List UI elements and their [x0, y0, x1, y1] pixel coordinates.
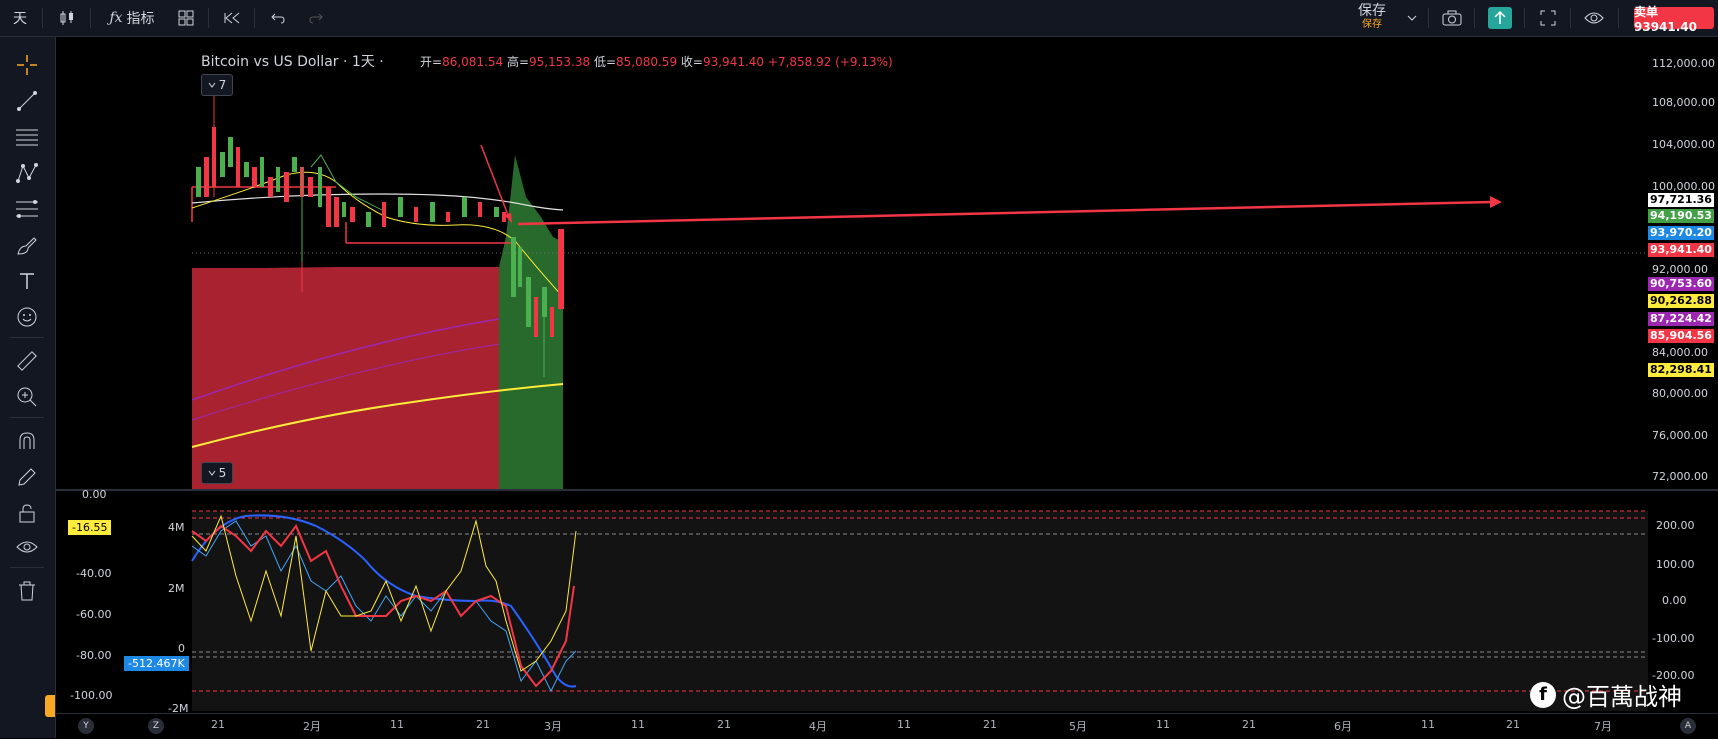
- emoji-icon[interactable]: [12, 303, 42, 331]
- oscillator-chart[interactable]: [56, 491, 1648, 713]
- time-tick-label: 21: [476, 718, 490, 731]
- time-tick-label: 21: [211, 718, 225, 731]
- time-tick-label: 11: [631, 718, 645, 731]
- price-label-tag: 82,298.41: [1648, 363, 1714, 377]
- hide-drawings-eye-icon[interactable]: [12, 533, 42, 561]
- fib-retracement-icon[interactable]: [12, 195, 42, 223]
- price-label-tag: 87,224.42: [1648, 312, 1714, 326]
- time-tick-label: 6月: [1334, 720, 1352, 733]
- save-label: 保存: [1358, 3, 1386, 19]
- pattern-icon[interactable]: [12, 159, 42, 187]
- trash-icon[interactable]: [12, 577, 42, 605]
- time-axis[interactable]: [56, 713, 1718, 739]
- price-label-tag: 93,941.40: [1648, 243, 1714, 257]
- horizontal-lines-icon[interactable]: [12, 123, 42, 151]
- time-tick-label: 7月: [1594, 720, 1612, 733]
- time-tick-label: 11: [1156, 718, 1170, 731]
- price-label-tag: 93,970.20: [1648, 226, 1714, 240]
- price-label-tag: 90,753.60: [1648, 277, 1714, 291]
- time-tick-label: 11: [390, 718, 404, 731]
- indicators-button[interactable]: ƒx 指标: [102, 6, 162, 30]
- function-icon: ƒx: [109, 10, 123, 26]
- text-tool-icon[interactable]: [12, 267, 42, 295]
- time-tick-label: 2月: [303, 720, 321, 733]
- time-tick-label: 4月: [809, 720, 827, 733]
- chevron-down-icon: [208, 470, 216, 476]
- replay-icon[interactable]: [220, 6, 244, 30]
- indicators-label: 指标: [126, 11, 155, 27]
- watermark: f @百萬战神: [1530, 677, 1682, 712]
- top-toolbar: 天 ƒx 指标 保存 保存 卖单 93941.40: [0, 0, 1718, 37]
- collapse-toolbar-handle[interactable]: [45, 695, 55, 717]
- fullscreen-icon[interactable]: [1536, 6, 1560, 30]
- sub-indicators-collapse-button[interactable]: 5: [201, 462, 233, 484]
- time-tick-label: 5月: [1069, 720, 1087, 733]
- drawing-toolbar: [0, 37, 56, 738]
- time-tick-label: 11: [1421, 718, 1435, 731]
- save-menu-chevron-down-icon[interactable]: [1404, 6, 1420, 30]
- time-tick-label: 3月: [544, 720, 562, 733]
- save-button[interactable]: 保存 保存: [1352, 3, 1392, 30]
- auto-scale-button[interactable]: A: [1680, 718, 1696, 734]
- interval-button[interactable]: 天: [13, 11, 27, 27]
- save-sub-label: 保存: [1362, 19, 1382, 30]
- layouts-grid-icon[interactable]: [174, 6, 198, 30]
- eye-icon[interactable]: [1582, 6, 1606, 30]
- oscillator-left-axis: 0.00 -20.00 -40.00 -60.00 -80.00 -100.00…: [68, 488, 189, 715]
- ruler-icon[interactable]: [12, 347, 42, 375]
- trend-line-icon[interactable]: [12, 87, 42, 115]
- social-logo-icon: f: [1530, 681, 1556, 708]
- main-indicators-collapse-button[interactable]: 7: [201, 74, 233, 96]
- oscillator-value-tag: -16.55: [68, 520, 112, 535]
- price-label-tag: 90,262.88: [1648, 294, 1714, 308]
- publish-arrow-up-icon[interactable]: [1488, 7, 1512, 29]
- price-label-tag: 97,721.36: [1648, 193, 1714, 207]
- time-tick-label: 21: [717, 718, 731, 731]
- candles: [196, 87, 564, 377]
- redo-icon[interactable]: [304, 6, 328, 30]
- magnet-icon[interactable]: [12, 427, 42, 455]
- crosshair-icon[interactable]: [12, 51, 42, 79]
- lock-icon[interactable]: [12, 499, 42, 527]
- time-tick-label: 21: [983, 718, 997, 731]
- main-price-chart[interactable]: [56, 37, 1648, 490]
- symbol-legend[interactable]: Bitcoin vs US Dollar · 1天 ·: [201, 54, 384, 70]
- pane-separator[interactable]: [56, 489, 1718, 491]
- volume-value-tag: -512.467K: [124, 656, 189, 671]
- oscillator-right-axis[interactable]: 200.00 100.00 0.00 -100.00 -200.00: [1652, 519, 1695, 682]
- chevron-down-icon: [208, 82, 216, 88]
- time-tick-label: 21: [1242, 718, 1256, 731]
- chart-type-candles-icon[interactable]: [55, 6, 79, 30]
- price-label-tag: 85,904.56: [1648, 329, 1714, 343]
- sell-button[interactable]: 卖单 93941.40: [1634, 5, 1714, 34]
- price-label-tag: 94,190.53: [1648, 209, 1714, 223]
- price-axis[interactable]: 112,000.00 108,000.00 104,000.00 100,000…: [1652, 57, 1715, 483]
- ohlc-readout: 开=86,081.54 高=95,153.38 低=85,080.59 收=93…: [420, 55, 893, 69]
- brush-icon[interactable]: [12, 231, 42, 259]
- time-tick-label: 21: [1506, 718, 1520, 731]
- pencil-lock-icon[interactable]: [12, 463, 42, 491]
- time-tick-label: 11: [897, 718, 911, 731]
- time-axis-y-button[interactable]: Y: [78, 718, 94, 734]
- undo-icon[interactable]: [266, 6, 290, 30]
- camera-icon[interactable]: [1440, 6, 1464, 30]
- zoom-in-icon[interactable]: [12, 383, 42, 411]
- time-axis-z-button[interactable]: Z: [148, 718, 164, 734]
- bearish-zone: [192, 268, 499, 490]
